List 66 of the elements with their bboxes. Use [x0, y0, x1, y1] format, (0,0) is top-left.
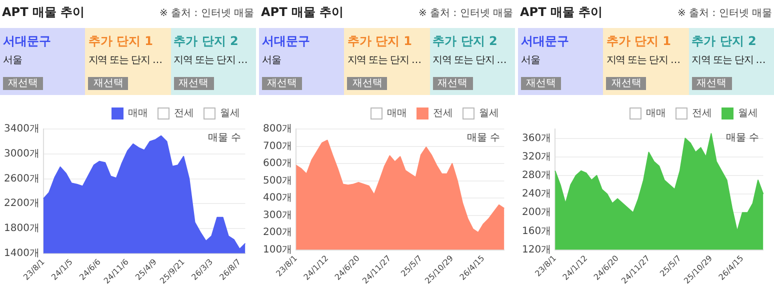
y-tick-label: 360개	[522, 132, 552, 144]
text: 추가 단지 1	[347, 33, 414, 50]
y-tick-label: 700개	[262, 140, 292, 152]
y-tick-label: 600개	[262, 158, 292, 170]
text: 재선택	[692, 77, 732, 90]
chart-title: APT 매물 추이	[2, 4, 85, 21]
text: 지역 또는 단지 …	[692, 54, 766, 67]
text: 서울	[262, 54, 282, 67]
text: 재선택	[174, 77, 214, 90]
y-tick-label: 200개	[262, 227, 292, 238]
y-tick-label: 200개	[522, 207, 552, 218]
y-tick-label: 400개	[262, 192, 292, 204]
text: 추가 단지 2	[432, 33, 498, 50]
text: 지역 또는 단지 …	[347, 54, 422, 67]
y-axis-title: 매물 수	[208, 132, 242, 144]
chart-title: APT 매물 추이	[261, 4, 344, 21]
text: 서울	[521, 54, 541, 67]
text: 추가 단지 2	[692, 33, 758, 50]
text: ※ 출처 : 인터넷 매물	[678, 7, 772, 20]
y-tick-label: 800개	[262, 124, 292, 135]
y-tick-label: 500개	[262, 175, 292, 186]
text: 지역 또는 단지 …	[174, 54, 248, 67]
text: 재선택	[88, 77, 128, 90]
text: 지역 또는 단지 …	[88, 54, 163, 67]
text: 추가 단지 1	[88, 33, 154, 50]
legend-label: 전세	[174, 108, 194, 120]
legend-label: 매매	[646, 108, 666, 120]
legend-label: 월세	[479, 108, 499, 120]
text: 재선택	[262, 77, 302, 90]
y-tick-label: 280개	[522, 170, 552, 182]
text: 재선택	[3, 77, 43, 90]
y-axis-title: 매물 수	[726, 132, 760, 144]
y-tick-label: 3400개	[4, 124, 40, 135]
y-axis-title: 매물 수	[467, 132, 500, 144]
legend-label: 전세	[692, 108, 712, 120]
text: 서대문구	[521, 33, 570, 50]
y-tick-label: 300개	[262, 210, 292, 221]
chart-title: APT 매물 추이	[520, 4, 603, 21]
text: 추가 단지 2	[174, 33, 240, 50]
legend-label: 전세	[433, 108, 453, 120]
y-tick-label: 120개	[522, 244, 552, 256]
text: 지역 또는 단지 …	[432, 54, 508, 67]
text: 서대문구	[262, 33, 311, 50]
text: 재선택	[521, 77, 561, 90]
legend-label: 매매	[387, 108, 407, 120]
y-tick-label: 3000개	[4, 148, 40, 160]
y-tick-label: 320개	[522, 151, 552, 162]
y-tick-label: 2600개	[4, 173, 40, 184]
y-tick-label: 240개	[522, 188, 552, 200]
y-tick-label: 1800개	[4, 223, 40, 234]
y-tick-label: 100개	[262, 244, 292, 256]
text: 재선택	[606, 77, 646, 90]
text: 서울	[3, 54, 23, 67]
y-tick-label: 160개	[522, 226, 552, 237]
y-tick-label: 2200개	[4, 198, 40, 210]
text: 재선택	[432, 77, 473, 90]
text: ※ 출처 : 인터넷 매물	[160, 7, 254, 20]
legend-label: 월세	[738, 108, 758, 120]
text: 재선택	[347, 77, 388, 90]
text: 지역 또는 단지 …	[606, 54, 681, 67]
text: ※ 출처 : 인터넷 매물	[418, 7, 513, 20]
text: 서대문구	[3, 33, 52, 50]
legend-label: 월세	[220, 108, 240, 120]
text: 추가 단지 1	[606, 33, 672, 50]
legend-label: 매매	[128, 108, 148, 120]
y-tick-label: 1400개	[4, 248, 40, 259]
